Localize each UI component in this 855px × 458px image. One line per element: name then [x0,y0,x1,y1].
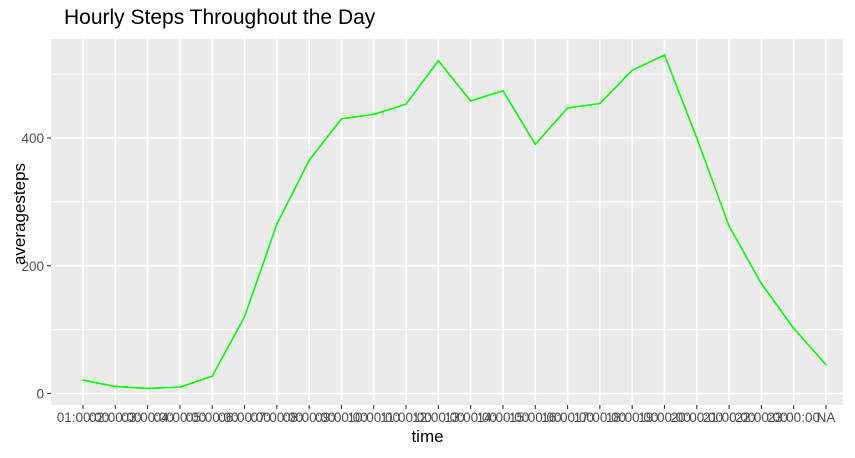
plot-panel [51,39,843,405]
y-tick-label: 200 [21,259,44,274]
x-tick-label: 17:00:00 [574,410,627,425]
data-point [114,385,117,388]
data-point [663,54,666,56]
chart-title: Hourly Steps Throughout the Day [64,6,376,29]
data-point [211,375,214,378]
data-point [243,316,246,318]
x-tick-label: 09:00:00 [315,410,368,425]
data-point [566,107,569,109]
series-line [82,54,827,390]
data-point [437,59,440,62]
x-tick-label: 08:00:00 [283,410,336,425]
data-point [308,159,310,162]
x-tick-label: NA [817,410,836,425]
x-tick-label: 14:00:00 [477,410,530,425]
x-axis-label: time [411,427,444,446]
x-tick-label: 03:00:00 [121,410,174,425]
x-tick-label: 04:00:00 [154,410,207,425]
x-tick-label: 02:00:00 [89,410,142,425]
grid-lines [51,39,843,405]
data-point [534,143,537,146]
data-point [82,379,84,381]
x-tick-label: 15:00:00 [509,410,562,425]
x-tick-label: 23:00:00 [767,410,820,425]
data-point [599,102,601,105]
data-point [760,282,763,285]
data-point [276,223,278,226]
data-point [792,327,795,330]
x-tick-label: 11:00:00 [380,410,432,425]
x-tick-label: 07:00:00 [251,410,304,425]
data-point [340,118,343,120]
data-point [631,69,633,72]
data-point [372,113,375,116]
x-tick-label: 16:00:00 [541,410,594,425]
data-point [728,225,730,227]
data-point [405,103,407,105]
x-tick-label: 05:00:00 [186,410,239,425]
x-tick-label: 22:00:00 [735,410,788,425]
axes: 020040001:00:0002:00:0003:00:0004:00:000… [21,131,835,425]
x-tick-label: 18:00:00 [606,410,659,425]
data-point [469,100,472,102]
x-tick-label: 10:00:00 [347,410,400,425]
x-tick-label: 21:00:00 [703,410,756,425]
x-tick-label: 01:00:00 [57,410,110,425]
series-layer [82,54,827,390]
y-tick-label: 0 [36,387,44,402]
data-point [502,89,504,92]
data-point [695,137,698,139]
x-tick-label: 12:00:00 [412,410,465,425]
x-tick-label: 20:00:00 [671,410,724,425]
x-tick-label: 19:00:00 [638,410,691,425]
x-tick-label: 06:00:00 [218,410,271,425]
data-point [825,363,827,366]
y-axis-label: averagesteps [10,162,29,266]
x-tick-label: 13:00:00 [444,410,497,425]
y-tick-label: 400 [21,131,44,146]
data-point [146,387,149,390]
data-point [179,386,181,388]
